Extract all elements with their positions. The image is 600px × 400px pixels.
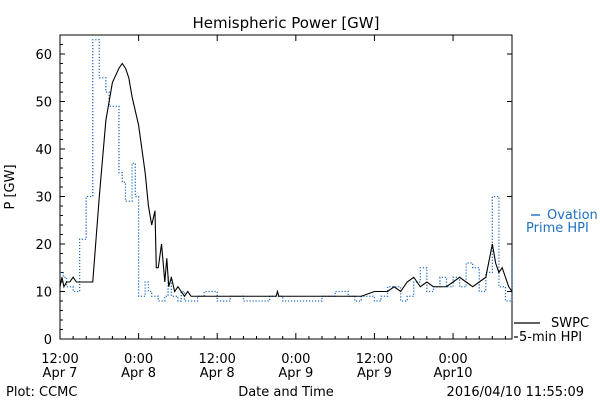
- x-tick-label-date: Apr 8: [121, 366, 156, 381]
- x-axis-label: Date and Time: [238, 385, 334, 400]
- x-tick-label-date: Apr 9: [357, 366, 392, 381]
- x-tick-label-time: 12:00: [41, 352, 78, 367]
- chart-title: Hemispheric Power [GW]: [193, 14, 380, 32]
- x-tick-label-time: 0:00: [281, 352, 310, 367]
- y-tick-label: 50: [35, 96, 52, 111]
- y-tick-label: 30: [35, 191, 52, 206]
- x-tick-label-time: 0:00: [124, 352, 153, 367]
- x-tick-label-time: 0:00: [438, 352, 467, 367]
- footer-timestamp: 2016/04/10 11:55:09: [447, 385, 584, 400]
- y-tick-label: 60: [35, 48, 52, 63]
- legend-ovation-label-line2: Prime HPI: [526, 221, 589, 236]
- x-tick-label-date: Apr 7: [43, 366, 78, 381]
- y-tick-label: 10: [35, 286, 52, 301]
- y-axis-label: P [GW]: [3, 164, 18, 209]
- x-tick-label-date: Apr10: [434, 366, 473, 381]
- legend-swpc-label-line1: SWPC: [551, 316, 589, 331]
- plot-area: [59, 39, 513, 302]
- y-tick-label: 20: [35, 238, 52, 253]
- y-tick-label: 40: [35, 143, 52, 158]
- footer-credit: Plot: CCMC: [6, 385, 77, 400]
- x-tick-label-date: Apr 8: [200, 366, 235, 381]
- y-tick-label: 0: [44, 333, 52, 348]
- x-tick-label-time: 12:00: [356, 352, 393, 367]
- legend: Ovation Prime HPI SWPC 5-min HPI: [514, 208, 598, 345]
- x-tick-label-date: Apr 9: [278, 366, 313, 381]
- y-axis: 0 10 20 30 40 50 60: [35, 34, 512, 348]
- legend-ovation-label-line1: Ovation: [547, 208, 598, 223]
- x-tick-label-time: 12:00: [198, 352, 235, 367]
- legend-swpc-label-line2: 5-min HPI: [519, 330, 582, 345]
- series-5-min-hpi: [59, 62, 513, 298]
